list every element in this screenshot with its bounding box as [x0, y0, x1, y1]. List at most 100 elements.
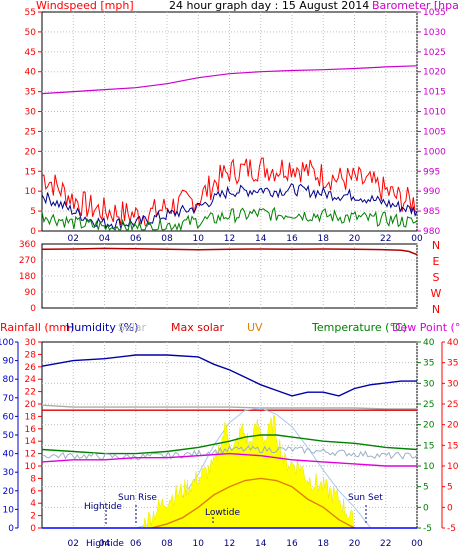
wind-x-tick-label: 18 [318, 234, 330, 244]
env-x-tick-label: 00 [411, 539, 423, 549]
sun-set-label: Sun Set [348, 493, 383, 503]
rainfall-y-tick-label: 28 [25, 350, 37, 360]
baro-y-tick-label: 980 [423, 227, 440, 237]
dew-point-y-tick-label: 0 [447, 503, 453, 513]
rainfall-y-tick-label: 24 [25, 375, 37, 385]
rainfall-y-tick-label: 26 [25, 363, 37, 373]
temperature-y-tick-label: 15 [423, 441, 434, 451]
env-x-tick-label: 22 [380, 539, 391, 549]
wind-x-tick-label: 22 [380, 234, 391, 244]
temperature-y-tick-label: 35 [423, 359, 434, 369]
dew-point-y-tick-label: 5 [447, 483, 453, 493]
sun-rise-label: Sun Rise [118, 493, 157, 503]
wind-series-windspeed-mph [41, 157, 418, 227]
wind-x-tick-label: 00 [411, 234, 423, 244]
env-series-solar [143, 414, 355, 529]
baro-y-tick-label: 995 [423, 167, 440, 177]
baro-y-tick-label: 1035 [423, 8, 446, 18]
wind-x-tick-label: 06 [130, 234, 142, 244]
temperature-y-tick-label: -5 [423, 524, 432, 534]
legend-dew-point: Dew Point (°C) [392, 321, 460, 334]
humidity-y-tick-label: 100 [0, 338, 14, 348]
humidity-y-tick-label: 50 [3, 431, 15, 441]
wind-direction-tick-labels: 0 N 90 W 180 S 270 E 360 N [19, 239, 442, 316]
baro-y-tick-label: 985 [423, 207, 440, 217]
baro-y-tick-label: 1015 [423, 88, 446, 98]
env-series-humidity [41, 354, 417, 397]
baro-y-tick-label: 1005 [423, 127, 446, 137]
wind-y-tick-label: 45 [25, 48, 36, 58]
direction-compass-label: N [432, 239, 440, 252]
baro-y-tick-label: 1000 [423, 147, 446, 157]
humidity-y-tick-label: 80 [3, 375, 15, 385]
dew-point-y-tick-label: 25 [447, 400, 458, 410]
wind-y-tick-label: 55 [25, 8, 36, 18]
direction-y-tick-label: 270 [19, 256, 36, 266]
direction-y-tick-label: 360 [19, 240, 36, 250]
wind-direction-grid [42, 244, 418, 308]
environment-tick-labels: 0246810121416182022242628300102030405060… [0, 338, 459, 549]
direction-y-tick-label: 180 [19, 272, 36, 282]
humidity-y-tick-label: 60 [3, 412, 15, 422]
rainfall-y-tick-label: 6 [30, 487, 36, 497]
legend-temperature: Temperature (°C) [311, 321, 407, 334]
direction-y-tick-label: 0 [30, 304, 36, 314]
wind-y-tick-label: 10 [25, 187, 37, 197]
temperature-y-tick-label: 30 [423, 379, 435, 389]
env-x-tick-label: 08 [161, 539, 173, 549]
env-series-trace-7 [41, 445, 418, 461]
temperature-y-tick-label: 40 [423, 338, 435, 348]
dew-point-y-tick-label: 20 [447, 421, 459, 431]
barometer-axis-title: Barometer [hpa] [372, 0, 460, 12]
temperature-y-tick-label: 25 [423, 400, 434, 410]
direction-compass-label: E [433, 255, 440, 268]
legend-humidity: Humidity (%) [66, 321, 138, 334]
baro-y-tick-label: 990 [423, 187, 440, 197]
dew-point-y-tick-label: 35 [447, 359, 458, 369]
rainfall-y-tick-label: 30 [25, 338, 37, 348]
dew-point-y-tick-label: 40 [447, 338, 459, 348]
temperature-y-tick-label: 5 [423, 483, 429, 493]
environment-annotations: Hightide Sun Rise Lowtide Sun Set Highti… [84, 493, 383, 549]
baro-y-tick-label: 1020 [423, 68, 446, 78]
env-x-tick-label: 14 [255, 539, 267, 549]
rainfall-y-tick-label: 16 [25, 425, 37, 435]
env-series-trace-1 [41, 404, 417, 410]
dew-point-y-tick-label: 15 [447, 441, 458, 451]
wind-y-tick-label: 15 [25, 167, 36, 177]
direction-y-tick-label: 90 [25, 288, 37, 298]
baro-y-tick-label: 1030 [423, 28, 446, 38]
temperature-y-tick-label: 0 [423, 503, 429, 513]
humidity-y-tick-label: 40 [3, 450, 15, 460]
env-x-tick-label: 12 [224, 539, 235, 549]
wind-y-tick-label: 35 [25, 88, 36, 98]
legend-uv: UV [247, 321, 263, 334]
humidity-y-tick-label: 20 [3, 487, 15, 497]
env-x-tick-label: 06 [130, 539, 142, 549]
temperature-y-tick-label: 20 [423, 421, 435, 431]
wind-series-barometer-hpa [41, 65, 418, 95]
rainfall-y-tick-label: 0 [30, 524, 36, 534]
baro-y-tick-label: 1025 [423, 48, 446, 58]
wind-y-tick-label: 50 [25, 28, 37, 38]
legend-rainfall: Rainfall (mm) [0, 321, 74, 334]
weather-legend: Rainfall (mm) Humidity (%) Solar Max sol… [0, 321, 460, 334]
dew-point-y-tick-label: -5 [447, 524, 456, 534]
wind-x-tick-label: 02 [68, 234, 79, 244]
wind-series-trace-2 [41, 206, 418, 232]
humidity-y-tick-label: 0 [8, 524, 14, 534]
env-x-tick-label: 10 [193, 539, 205, 549]
humidity-y-tick-label: 30 [3, 468, 15, 478]
env-series-uv [151, 477, 355, 529]
wind-x-tick-label: 04 [99, 234, 111, 244]
legend-solar: Solar [118, 321, 147, 334]
humidity-y-tick-label: 90 [3, 357, 15, 367]
lowtide-label: Lowtide [205, 508, 240, 518]
dew-point-y-tick-label: 30 [447, 379, 459, 389]
wind-baro-series [41, 65, 418, 232]
wind-x-tick-label: 16 [286, 234, 298, 244]
rainfall-y-tick-label: 12 [25, 450, 36, 460]
environment-series [41, 354, 418, 529]
windspeed-axis-title: Windspeed [mph] [36, 0, 134, 12]
